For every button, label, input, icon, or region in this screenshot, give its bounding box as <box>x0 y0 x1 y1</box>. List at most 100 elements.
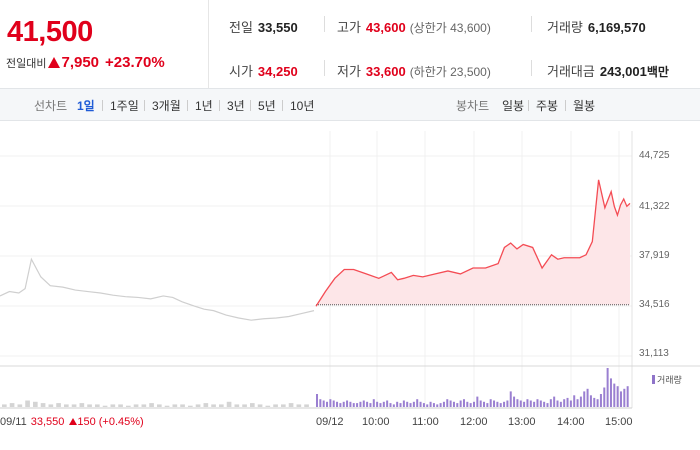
column-divider <box>531 60 532 76</box>
stat-value: 33,600 <box>365 64 406 79</box>
volume-bar-today <box>349 401 352 407</box>
volume-bar-today <box>332 400 335 407</box>
tab-divider <box>102 100 103 111</box>
column-divider <box>531 16 532 32</box>
volume-bar-prev <box>195 404 201 407</box>
volume-bar-today <box>569 400 572 407</box>
volume-bar-today <box>586 388 589 407</box>
volume-bar-today <box>573 395 576 407</box>
stat-value: 6,169,570 <box>587 20 646 35</box>
volume-bar-prev <box>33 401 38 407</box>
quote-summary: 41,500 전일대비 7,950 +23.70% <box>0 0 208 88</box>
change-rate: +23.70% <box>105 54 165 71</box>
period-tab-1w[interactable]: 1주일 <box>110 99 139 113</box>
y-tick-label: 34,516 <box>639 299 670 310</box>
volume-bar-today <box>316 394 319 407</box>
volume-bar-prev <box>102 405 108 407</box>
candle-tab-weekly[interactable]: 주봉 <box>536 99 559 113</box>
volume-bar-prev <box>288 403 294 407</box>
volume-bar-today <box>623 388 626 407</box>
prev-day-close: 33,550 <box>30 416 65 428</box>
volume-bar-today <box>579 396 582 407</box>
stat-label: 시가 <box>229 64 253 79</box>
volume-bar-today <box>529 400 532 407</box>
price-chart-svg <box>0 121 700 409</box>
volume-bar-prev <box>25 400 30 407</box>
volume-bar-today <box>469 403 472 407</box>
stat-value: 43,600 <box>365 20 406 35</box>
volume-bar-today <box>336 401 339 407</box>
volume-bar-today <box>539 400 542 407</box>
volume-bar-today <box>549 399 552 407</box>
volume-bar-today <box>359 401 362 407</box>
volume-bar-prev <box>281 404 286 407</box>
prev-day-summary: 09/11 33,550 150 (+0.45%) <box>0 416 144 428</box>
y-tick-label: 44,725 <box>639 150 670 161</box>
volume-bar-prev <box>71 404 77 407</box>
period-tab-3y[interactable]: 3년 <box>227 99 245 113</box>
volume-bar-today <box>496 401 499 407</box>
volume-bar-today <box>559 401 562 407</box>
volume-bar-prev <box>64 404 69 407</box>
volume-bar-prev <box>242 404 247 407</box>
volume-bar-today <box>409 403 412 407</box>
x-tick-label: 15:00 <box>605 416 633 428</box>
volume-bar-today <box>322 400 325 407</box>
price-change: 전일대비 7,950 +23.70% <box>6 54 165 71</box>
volume-bar-today <box>619 391 622 407</box>
period-tab-1y[interactable]: 1년 <box>195 99 213 113</box>
column-divider <box>324 60 325 76</box>
prev-day-rate: (+0.45%) <box>98 416 144 428</box>
stat-unit: 백만 <box>646 65 669 79</box>
x-tick-label: 12:00 <box>460 416 488 428</box>
column-divider <box>324 16 325 32</box>
volume-bar-today <box>516 399 519 407</box>
volume-bar-today <box>426 404 429 407</box>
volume-bar-prev <box>40 403 46 407</box>
x-tick-label: 13:00 <box>508 416 536 428</box>
volume-bar-prev <box>79 403 85 407</box>
y-tick-label: 31,113 <box>639 348 669 359</box>
period-tab-3m[interactable]: 3개월 <box>152 99 181 113</box>
x-tick-label: 09/12 <box>316 416 344 428</box>
volume-bar-today <box>506 400 509 407</box>
period-tab-1d[interactable]: 1일 <box>77 99 95 113</box>
volume-bar-today <box>419 401 422 407</box>
tab-divider <box>219 100 220 111</box>
volume-bar-today <box>603 387 606 407</box>
tab-divider <box>565 100 566 111</box>
tab-divider <box>282 100 283 111</box>
volume-bar-prev <box>118 404 123 407</box>
change-label: 전일대비 <box>6 58 47 70</box>
volume-bar-today <box>369 403 372 407</box>
volume-bar-prev <box>219 404 224 407</box>
chart-period-bar: 선차트 1일 1주일 3개월 1년 3년 5년 10년 봉차트 일봉 주봉 월봉 <box>0 88 700 121</box>
volume-bar-today <box>556 400 559 407</box>
volume-bar-prev <box>48 404 54 407</box>
period-tab-10y[interactable]: 10년 <box>290 99 315 113</box>
header-divider <box>208 0 209 88</box>
up-triangle-icon <box>48 57 61 68</box>
volume-bar-today <box>576 399 579 407</box>
volume-legend: 거래량 <box>652 373 682 386</box>
volume-bar-prev <box>9 403 15 407</box>
volume-bar-today <box>553 396 556 407</box>
volume-bar-today <box>503 401 506 407</box>
volume-legend-label: 거래량 <box>657 375 682 385</box>
volume-bar-today <box>613 383 616 407</box>
volume-bar-today <box>462 399 465 407</box>
volume-bar-prev <box>211 404 216 407</box>
volume-bar-today <box>362 400 365 407</box>
x-tick-label: 10:00 <box>362 416 390 428</box>
candle-tab-daily[interactable]: 일봉 <box>502 99 525 113</box>
candle-tab-monthly[interactable]: 월봉 <box>573 99 596 113</box>
volume-bar-prev <box>257 404 263 407</box>
volume-bar-today <box>406 401 409 407</box>
period-tab-5y[interactable]: 5년 <box>258 99 276 113</box>
volume-bar-today <box>459 400 462 407</box>
volume-bar-today <box>436 404 439 407</box>
x-tick-label: 11:00 <box>412 416 439 428</box>
volume-bar-prev <box>164 405 170 407</box>
volume-bar-prev <box>296 404 302 407</box>
tab-divider <box>187 100 188 111</box>
